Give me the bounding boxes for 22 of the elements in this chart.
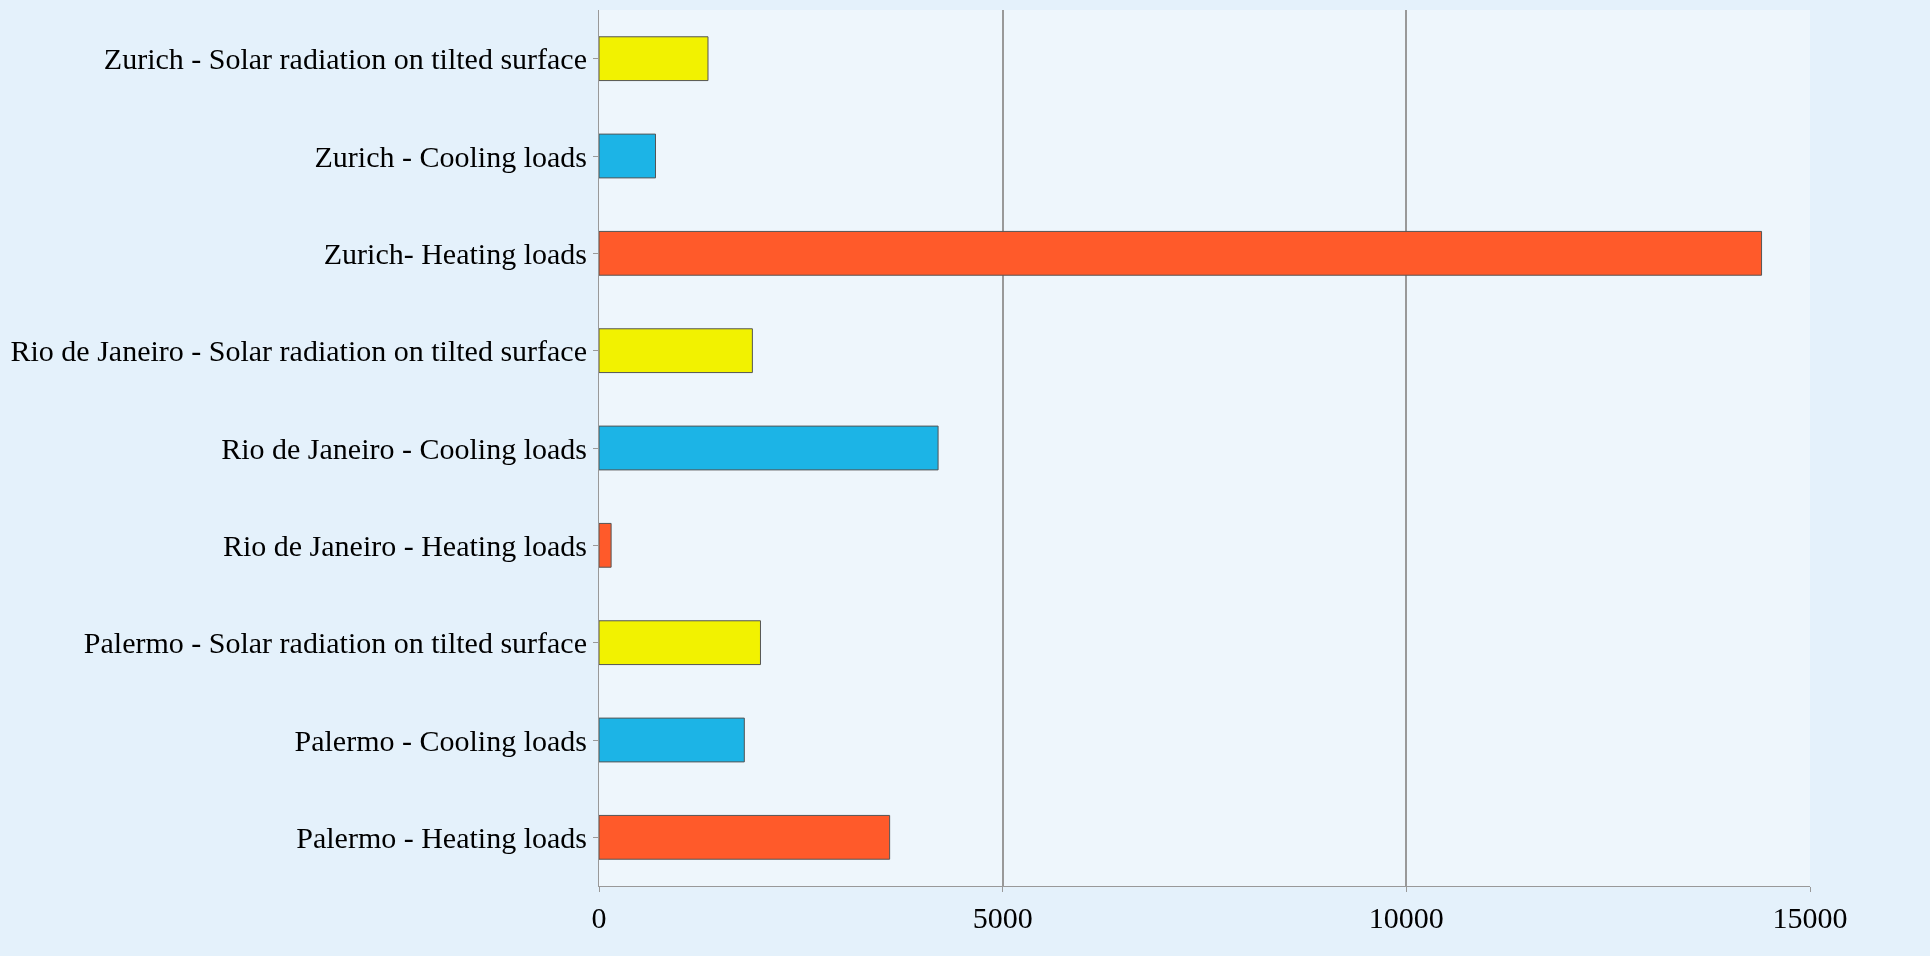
y-tick-label: Rio de Janeiro - Solar radiation on tilted surface xyxy=(10,334,587,368)
bar xyxy=(599,814,891,860)
y-tick-label: Rio de Janeiro - Cooling loads xyxy=(221,431,587,465)
x-tick-label: 10000 xyxy=(1368,901,1444,934)
y-tick-label: Palermo - Cooling loads xyxy=(294,723,587,757)
bar xyxy=(599,522,612,568)
x-tick-label: 5000 xyxy=(972,901,1033,934)
y-tick-label: Zurich - Solar radiation on tilted surface xyxy=(103,42,587,76)
y-tick-label: Palermo - Solar radiation on tilted surface xyxy=(83,626,587,660)
x-tick-label: 15000 xyxy=(1772,901,1848,934)
x-tick-label: 0 xyxy=(591,901,607,934)
y-tick-label: Rio de Janeiro - Heating loads xyxy=(222,528,587,562)
bar xyxy=(599,328,753,374)
bar xyxy=(599,717,745,763)
bar xyxy=(599,230,1763,276)
y-tick-label: Zurich- Heating loads xyxy=(323,236,587,270)
bar xyxy=(599,36,709,82)
bar xyxy=(599,425,939,471)
y-tick-label: Palermo - Heating loads xyxy=(296,820,587,854)
bar xyxy=(599,620,761,666)
bar xyxy=(599,133,657,179)
y-tick-label: Zurich - Cooling loads xyxy=(314,139,587,173)
